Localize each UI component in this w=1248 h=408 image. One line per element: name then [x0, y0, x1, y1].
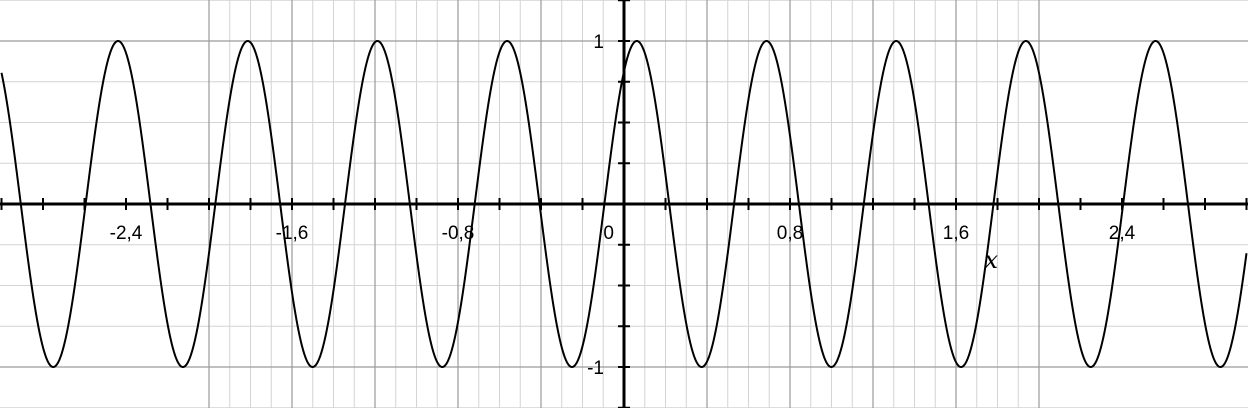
function-curve [0, 40, 1248, 368]
x-tick-label: -0,8 [442, 223, 475, 244]
y-tick-label: -1 [587, 358, 604, 379]
x-tick-label: -1,6 [276, 223, 309, 244]
x-tick-labels: -2,4 -1,6 -0,8 0 0,8 1,6 2,4 [110, 223, 1136, 244]
x-axis-label: x [985, 246, 999, 274]
x-tick-label: -2,4 [110, 223, 143, 244]
x-tick-label: 2,4 [1109, 223, 1136, 244]
y-tick-labels: 1 -1 [587, 32, 604, 379]
x-tick-label: 0,8 [777, 223, 803, 244]
curves [0, 40, 1248, 368]
x-tick-label: 1,6 [943, 223, 969, 244]
x-tick-label: 0 [603, 223, 614, 244]
y-tick-label: 1 [593, 32, 604, 53]
